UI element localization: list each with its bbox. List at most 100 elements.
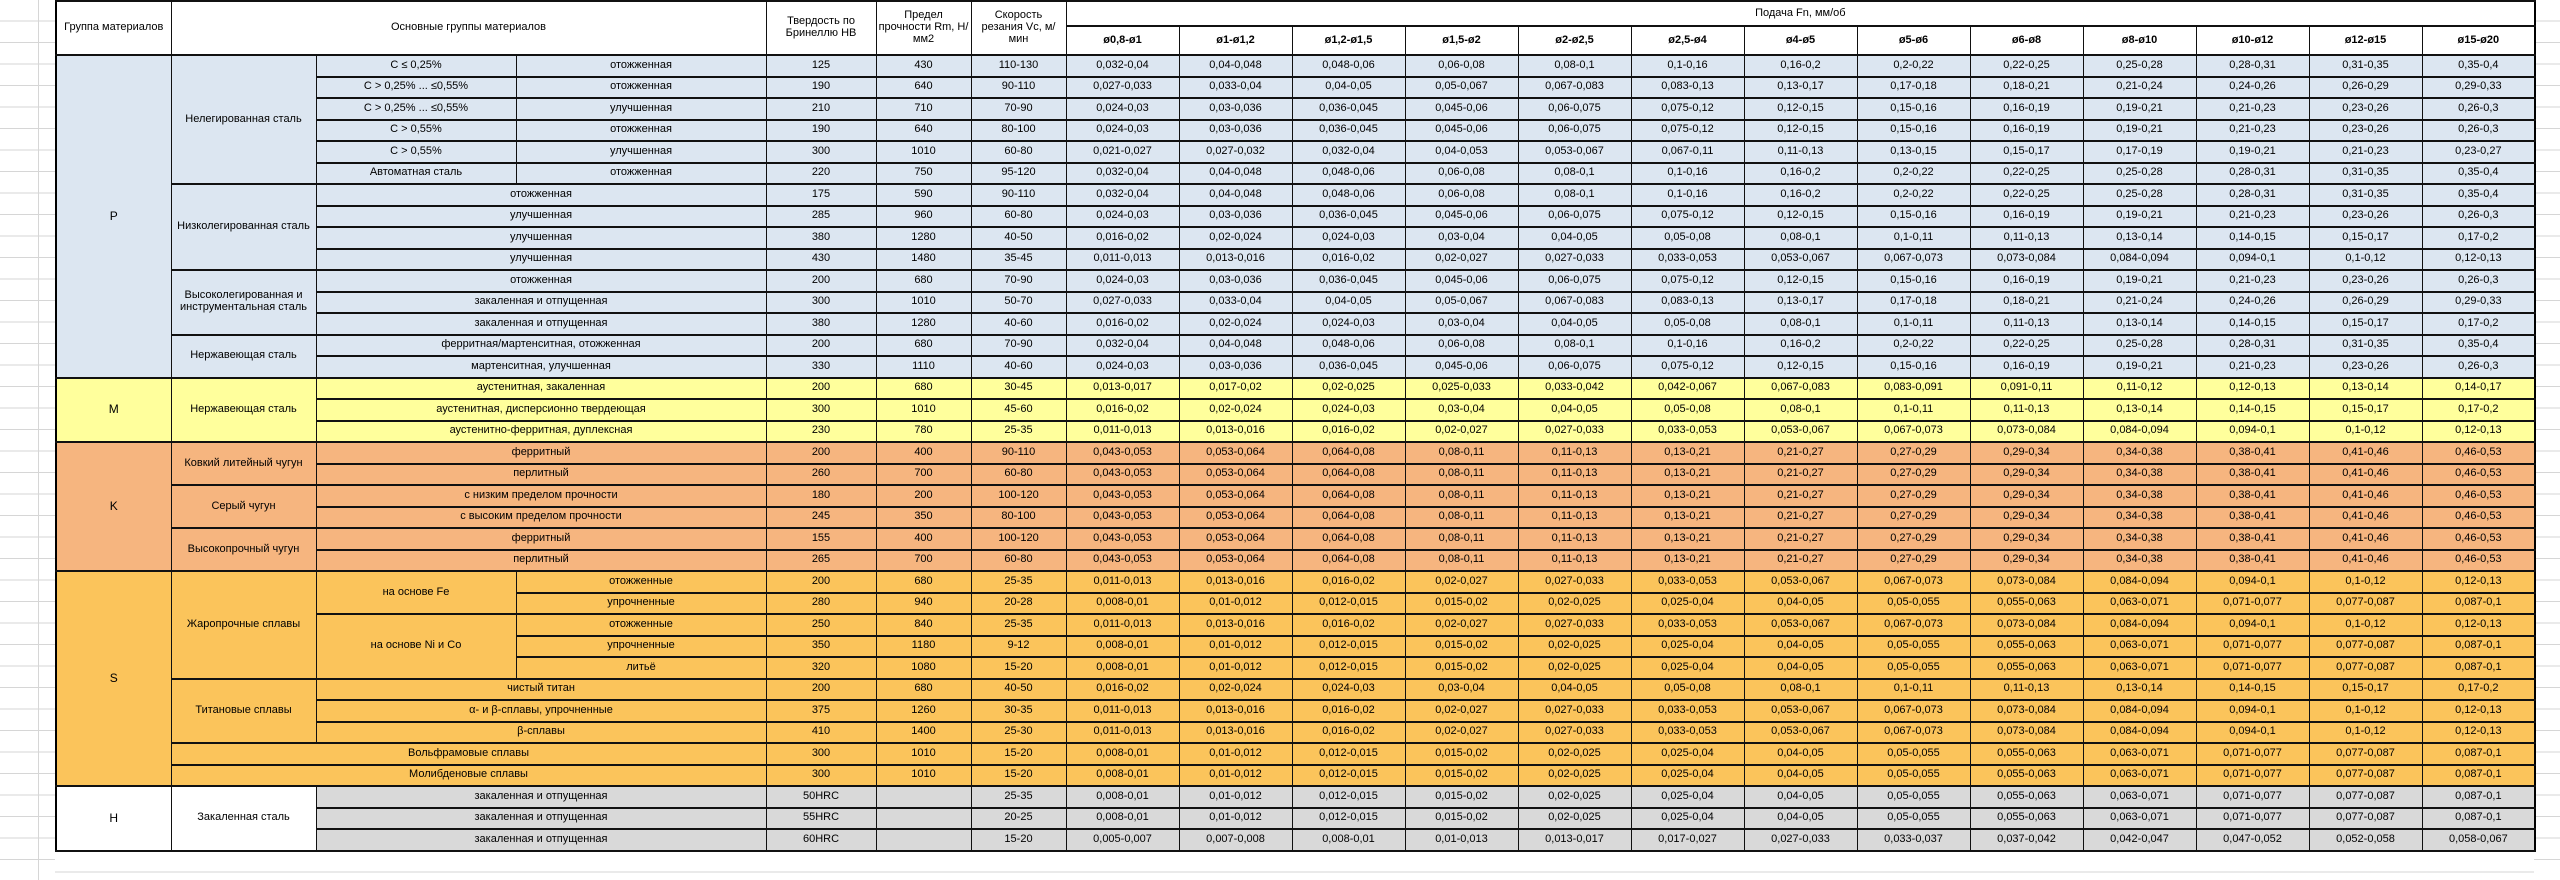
feed-value-cell[interactable]: 0,025-0,04	[1630, 742, 1745, 766]
hardness-cell[interactable]: 320	[765, 656, 877, 680]
feed-value-cell[interactable]: 0,094-0,1	[2195, 247, 2310, 271]
feed-value-cell[interactable]: 0,1-0,12	[2308, 419, 2423, 443]
feed-value-cell[interactable]: 0,27-0,29	[1856, 462, 1971, 486]
feed-value-cell[interactable]: 0,036-0,045	[1291, 269, 1406, 293]
feed-value-cell[interactable]: 0,063-0,071	[2082, 806, 2197, 830]
treatment[interactable]: закаленная и отпущенная	[315, 806, 767, 830]
strength-cell[interactable]: 590	[875, 183, 972, 207]
feed-value-cell[interactable]: 0,11-0,13	[1517, 441, 1632, 465]
feed-value-cell[interactable]: 0,23-0,26	[2308, 118, 2423, 142]
feed-value-cell[interactable]: 0,043-0,053	[1065, 441, 1180, 465]
hardness-cell[interactable]: 430	[765, 247, 877, 271]
feed-value-cell[interactable]: 0,084-0,094	[2082, 613, 2197, 637]
feed-value-cell[interactable]: 0,41-0,46	[2308, 505, 2423, 529]
treatment[interactable]: чистый титан	[315, 677, 767, 701]
strength-cell[interactable]: 1110	[875, 355, 972, 379]
hardness-cell[interactable]: 200	[765, 333, 877, 357]
feed-value-cell[interactable]: 0,12-0,15	[1743, 269, 1858, 293]
feed-value-cell[interactable]: 0,033-0,053	[1630, 419, 1745, 443]
strength-cell[interactable]: 640	[875, 118, 972, 142]
feed-value-cell[interactable]: 0,024-0,03	[1291, 677, 1406, 701]
feed-value-cell[interactable]: 0,077-0,087	[2308, 785, 2423, 809]
feed-value-cell[interactable]: 0,21-0,27	[1743, 462, 1858, 486]
feed-value-cell[interactable]: 0,012-0,015	[1291, 742, 1406, 766]
feed-value-cell[interactable]: 0,084-0,094	[2082, 570, 2197, 594]
feed-value-cell[interactable]: 0,12-0,13	[2195, 376, 2310, 400]
feed-value-cell[interactable]: 0,28-0,31	[2195, 183, 2310, 207]
feed-value-cell[interactable]: 0,14-0,17	[2421, 376, 2536, 400]
feed-value-cell[interactable]: 0,02-0,024	[1178, 677, 1293, 701]
feed-value-cell[interactable]: 0,015-0,02	[1404, 806, 1519, 830]
treatment[interactable]: улучшенная	[515, 140, 767, 164]
feed-value-cell[interactable]: 0,06-0,08	[1404, 333, 1519, 357]
feed-value-cell[interactable]: 0,15-0,16	[1856, 118, 1971, 142]
feed-value-cell[interactable]: 0,06-0,075	[1517, 269, 1632, 293]
feed-value-cell[interactable]: 0,15-0,17	[1969, 140, 2084, 164]
feed-value-cell[interactable]: 0,1-0,12	[2308, 720, 2423, 744]
feed-value-cell[interactable]: 0,17-0,2	[2421, 312, 2536, 336]
strength-cell[interactable]: 1260	[875, 699, 972, 723]
feed-value-cell[interactable]: 0,08-0,11	[1404, 441, 1519, 465]
feed-value-cell[interactable]: 0,16-0,2	[1743, 161, 1858, 185]
feed-value-cell[interactable]: 0,016-0,02	[1291, 720, 1406, 744]
feed-value-cell[interactable]: 0,29-0,34	[1969, 505, 2084, 529]
feed-value-cell[interactable]: 0,15-0,17	[2308, 226, 2423, 250]
feed-value-cell[interactable]: 0,28-0,31	[2195, 333, 2310, 357]
treatment[interactable]: отожженная	[315, 183, 767, 207]
feed-value-cell[interactable]: 0,067-0,083	[1517, 75, 1632, 99]
feed-value-cell[interactable]: 0,083-0,091	[1856, 376, 1971, 400]
feed-value-cell[interactable]: 0,11-0,13	[1517, 484, 1632, 508]
feed-value-cell[interactable]: 0,04-0,05	[1517, 226, 1632, 250]
feed-value-cell[interactable]: 0,17-0,18	[1856, 75, 1971, 99]
feed-value-cell[interactable]: 0,46-0,53	[2421, 462, 2536, 486]
treatment[interactable]: α- и β-сплавы, упрочненные	[315, 699, 767, 723]
feed-value-cell[interactable]: 0,016-0,02	[1065, 226, 1180, 250]
feed-value-cell[interactable]: 0,024-0,03	[1065, 355, 1180, 379]
feed-value-cell[interactable]: 0,073-0,084	[1969, 720, 2084, 744]
feed-value-cell[interactable]: 0,41-0,46	[2308, 484, 2423, 508]
hardness-cell[interactable]: 200	[765, 269, 877, 293]
feed-value-cell[interactable]: 0,016-0,02	[1291, 247, 1406, 271]
feed-value-cell[interactable]: 0,04-0,048	[1178, 183, 1293, 207]
feed-value-cell[interactable]: 0,013-0,016	[1178, 419, 1293, 443]
treatment[interactable]: ферритный	[315, 441, 767, 465]
strength-cell[interactable]: 680	[875, 269, 972, 293]
feed-value-cell[interactable]: 0,084-0,094	[2082, 419, 2197, 443]
feed-value-cell[interactable]: 0,012-0,015	[1291, 656, 1406, 680]
feed-value-cell[interactable]: 0,021-0,027	[1065, 140, 1180, 164]
feed-value-cell[interactable]: 0,12-0,13	[2421, 613, 2536, 637]
strength-cell[interactable]: 1180	[875, 634, 972, 658]
strength-cell[interactable]: 1010	[875, 742, 972, 766]
treatment[interactable]: улучшенная	[315, 204, 767, 228]
feed-value-cell[interactable]: 0,21-0,27	[1743, 527, 1858, 551]
feed-value-cell[interactable]: 0,35-0,4	[2421, 161, 2536, 185]
group-code[interactable]: H	[55, 785, 172, 852]
hardness-cell[interactable]: 180	[765, 484, 877, 508]
speed-cell[interactable]: 90-110	[970, 75, 1067, 99]
material-sub[interactable]: C > 0,55%	[315, 118, 517, 142]
feed-value-cell[interactable]: 0,053-0,064	[1178, 505, 1293, 529]
feed-value-cell[interactable]: 0,032-0,04	[1065, 183, 1180, 207]
feed-value-cell[interactable]: 0,053-0,067	[1517, 140, 1632, 164]
feed-value-cell[interactable]: 0,11-0,13	[1969, 312, 2084, 336]
material-group[interactable]: Высоколегированная и инструментальная ст…	[170, 269, 317, 336]
strength-cell[interactable]: 400	[875, 527, 972, 551]
header-feed-diameter[interactable]: ø1,2-ø1,5	[1291, 25, 1406, 56]
feed-value-cell[interactable]: 0,06-0,08	[1404, 183, 1519, 207]
feed-value-cell[interactable]: 0,036-0,045	[1291, 97, 1406, 121]
feed-value-cell[interactable]: 0,077-0,087	[2308, 742, 2423, 766]
speed-cell[interactable]: 60-80	[970, 140, 1067, 164]
feed-value-cell[interactable]: 0,04-0,048	[1178, 333, 1293, 357]
feed-value-cell[interactable]: 0,26-0,3	[2421, 355, 2536, 379]
feed-value-cell[interactable]: 0,025-0,04	[1630, 763, 1745, 787]
header-strength[interactable]: Предел прочности Rm, Н/мм2	[875, 0, 972, 56]
feed-value-cell[interactable]: 0,053-0,064	[1178, 484, 1293, 508]
feed-value-cell[interactable]: 0,02-0,024	[1178, 312, 1293, 336]
strength-cell[interactable]: 1080	[875, 656, 972, 680]
feed-value-cell[interactable]: 0,08-0,1	[1517, 183, 1632, 207]
header-feed-diameter[interactable]: ø5-ø6	[1856, 25, 1971, 56]
feed-value-cell[interactable]: 0,41-0,46	[2308, 441, 2423, 465]
feed-value-cell[interactable]: 0,04-0,05	[1743, 591, 1858, 615]
material-sub[interactable]: C ≤ 0,25%	[315, 54, 517, 78]
speed-cell[interactable]: 90-110	[970, 183, 1067, 207]
